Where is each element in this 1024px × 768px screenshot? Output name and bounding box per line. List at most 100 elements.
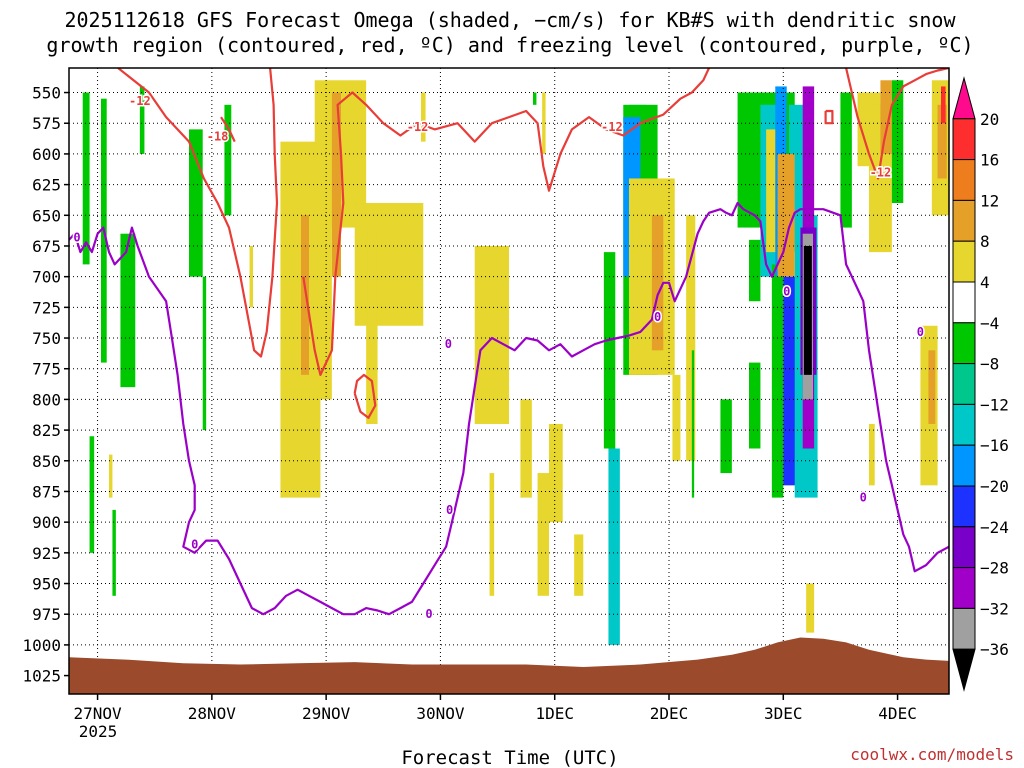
- colorbar-swatch: [952, 118, 976, 161]
- omega-cell: [766, 129, 778, 253]
- omega-cell: [686, 215, 696, 461]
- colorbar-swatch: [952, 485, 976, 528]
- omega-cell: [937, 104, 947, 179]
- plot-frame: [68, 67, 950, 695]
- contour-label: -18: [207, 130, 229, 144]
- omega-cell: [771, 264, 784, 498]
- dgz-small-square-contour: [824, 109, 834, 125]
- omega-cell: [249, 245, 253, 308]
- colorbar-label: 12: [980, 191, 999, 210]
- colorbar-swatch: [952, 567, 976, 609]
- contour-label: 0: [860, 491, 867, 505]
- omega-cell: [749, 362, 761, 449]
- y-tick-label: 850: [32, 452, 61, 471]
- y-tick-label: 550: [32, 84, 61, 103]
- y-tick-label: 700: [32, 268, 61, 287]
- colorbar-swatch: [952, 607, 976, 650]
- colorbar-label: 4: [980, 273, 990, 292]
- freezing-level-0-contour: [69, 201, 949, 616]
- omega-cell: [301, 215, 309, 375]
- contour-label: 0: [654, 310, 661, 324]
- dgz-minus12-left-contour: [117, 68, 279, 358]
- colorbar-swatch: [952, 403, 976, 446]
- omega-cell: [672, 374, 681, 461]
- x-tick-label: 2DEC: [650, 704, 689, 723]
- omega-cell: [537, 473, 549, 596]
- omega-cell: [421, 92, 426, 142]
- contour-labels: -12 -18 -12 -12 -12 0 0 0 0 0 0 0 0 0: [72, 93, 926, 623]
- y-tick-label: 950: [32, 575, 61, 594]
- dgz-closed-oval-contour: [353, 373, 377, 419]
- terrain-fill: [69, 637, 949, 694]
- omega-cell: [941, 86, 946, 124]
- omega-cell: [869, 423, 875, 486]
- colorbar-label: −28: [980, 559, 1009, 578]
- terrain-layer: [69, 637, 949, 694]
- y-tick-label: 750: [32, 329, 61, 348]
- x-tick-label: 27NOV: [73, 704, 122, 723]
- omega-cell: [574, 534, 584, 596]
- omega-cell: [120, 233, 136, 388]
- x-tick-label: 28NOV: [188, 704, 237, 723]
- omega-cell: [603, 252, 616, 449]
- y-tick-label: 800: [32, 390, 61, 409]
- colorbar-swatch: [952, 199, 976, 242]
- omega-cell: [806, 583, 815, 633]
- contour-layer: [69, 68, 949, 616]
- omega-cell: [651, 215, 664, 351]
- omega-cell: [891, 80, 904, 204]
- omega-cell: [608, 448, 620, 645]
- x-axis-title: Forecast Time (UTC): [401, 747, 618, 768]
- x-tick-label: 4DEC: [878, 704, 917, 723]
- colorbar-label: −24: [980, 518, 1009, 537]
- contour-label: 0: [917, 325, 924, 339]
- omega-cell: [82, 92, 90, 265]
- colorbar-label: −16: [980, 436, 1009, 455]
- y-tick-label: 675: [32, 237, 61, 256]
- y-tick-label: 875: [32, 482, 61, 501]
- y-tick-label: 900: [32, 513, 61, 532]
- omega-cell: [109, 454, 113, 498]
- colorbar-swatch: [952, 444, 976, 487]
- chart-title-line-1: 2025112618 GFS Forecast Omega (shaded, −…: [64, 8, 956, 32]
- colorbar-label: −4: [980, 314, 999, 333]
- x-tick-label: 3DEC: [764, 704, 803, 723]
- omega-cell: [720, 399, 732, 474]
- x-tick-label: 30NOV: [416, 704, 465, 723]
- contour-label: 0: [783, 284, 790, 298]
- contour-label: 0: [445, 337, 452, 351]
- omega-cell: [840, 92, 852, 228]
- contour-label: 0: [425, 607, 432, 621]
- chart-title-line-2: growth region (contoured, red, ºC) and f…: [46, 33, 973, 57]
- contour-label: 0: [446, 503, 453, 517]
- omega-cell: [542, 92, 546, 154]
- colorbar-swatch: [952, 281, 976, 324]
- colorbar-swatch: [952, 526, 976, 569]
- omega-cell: [749, 239, 761, 302]
- credit-label: coolwx.com/models: [850, 745, 1014, 764]
- y-tick-label: 575: [32, 114, 61, 133]
- contour-label: 0: [191, 537, 198, 551]
- contour-label: -12: [129, 94, 151, 108]
- omega-cell: [533, 92, 537, 105]
- y-tick-label: 975: [32, 605, 61, 624]
- omega-cell: [139, 86, 145, 154]
- contour-label: -12: [601, 120, 623, 134]
- contour-label: 0: [73, 230, 80, 244]
- colorbar-label: 8: [980, 232, 990, 251]
- y-tick-label: 775: [32, 360, 61, 379]
- omega-cell: [112, 509, 116, 596]
- omega-cell: [366, 227, 378, 424]
- colorbar-top-arrow: [952, 76, 976, 120]
- omega-cell: [474, 245, 509, 424]
- contour-label: -12: [870, 165, 892, 179]
- dgz-minus18-contour: [220, 116, 236, 143]
- y-tick-label: 825: [32, 421, 61, 440]
- colorbar-label: 20: [980, 110, 999, 129]
- y-axis: 550 575 600 625 650 675 700 725 750 775 800 825 850 8…: [22, 84, 69, 686]
- dgz-minus12-right-contour: [845, 68, 949, 180]
- colorbar-swatch: [952, 240, 976, 283]
- omega-cell: [549, 423, 563, 523]
- colorbar-label: −12: [980, 395, 1009, 414]
